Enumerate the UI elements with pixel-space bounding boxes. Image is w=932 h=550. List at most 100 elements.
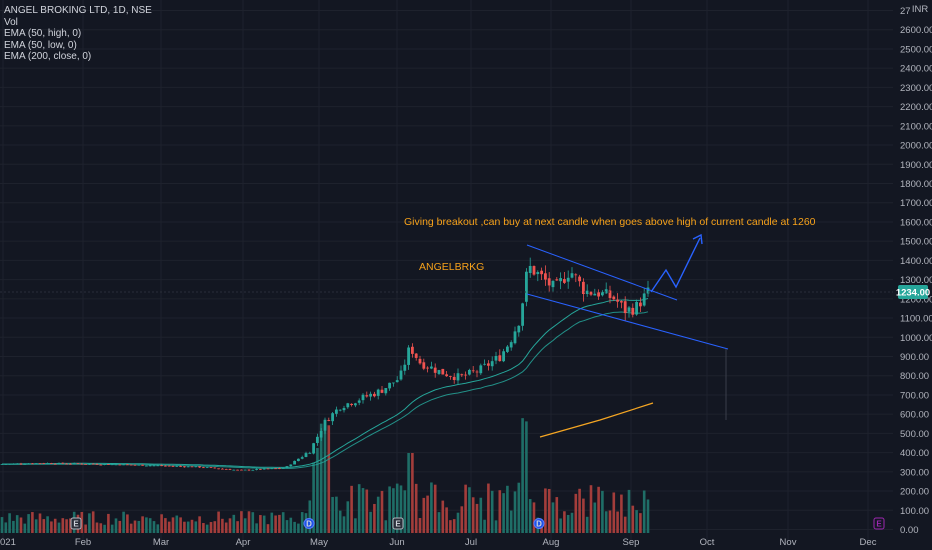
candle-body [627,307,631,312]
candle-body [69,463,72,465]
candle-body [373,393,376,397]
indicator-vol[interactable]: Vol [4,16,18,28]
candle-body [57,462,61,465]
candle [126,464,129,466]
candle [604,282,608,294]
volume-bar [441,500,445,533]
earnings-marker[interactable]: E [70,517,82,530]
volume-bar [357,484,361,533]
annotation-ticker[interactable]: ANGELBRKG [419,261,484,273]
candle-body [456,373,460,381]
candle-body [578,276,581,282]
chart-grid [0,0,893,540]
indicator-ema-50-low[interactable]: EMA (50, low, 0) [4,39,77,51]
candle [171,465,175,467]
dividend-marker[interactable]: D [303,518,315,529]
volume-bar [350,485,353,533]
indicator-ema-200[interactable]: EMA (200, close, 0) [4,51,92,62]
candle-body [639,302,642,307]
volume-bar [616,511,619,533]
candle [118,464,122,466]
dividend-marker[interactable]: D [533,518,545,529]
candle [426,366,429,373]
candle [414,353,418,361]
volume-bar [414,483,418,533]
candle [566,270,570,289]
candle-body [202,467,205,469]
candle-body [46,463,49,464]
volume-bar [91,511,95,533]
volume-bar [585,516,589,533]
volume-bar [475,503,479,533]
candle-body [513,331,517,344]
volume-bar [601,490,604,533]
candle-body [388,382,391,389]
candle-body [570,273,574,278]
candle-body [65,463,68,465]
volume-bar [639,513,642,533]
volume-bar [509,510,513,533]
volume-bar [323,424,327,533]
price-tick-label: 0.00 [900,525,919,536]
earnings-marker[interactable]: E [392,517,404,530]
volume-bar [555,497,559,533]
event-label: D [536,520,542,529]
price-tick-label: 1600.00 [900,217,932,228]
volume-bar [247,511,251,533]
candle-body [399,370,403,380]
volume-bar [217,511,220,533]
current-price-box [898,285,928,299]
volume-bar [521,418,524,533]
volume-bar [494,520,498,533]
candle [323,417,327,435]
candle-body [357,400,361,403]
chart-title[interactable]: ANGEL BROKING LTD, 1D, NSE [4,5,152,16]
volume-bar [141,516,144,533]
currency-label: INR [912,4,929,15]
candle [319,428,323,442]
volume-bar [388,486,391,533]
candle-body [395,380,399,383]
candle-body [422,362,426,369]
candle-body [380,389,384,393]
volume-bar [604,511,608,533]
candle [148,465,152,467]
candle-body [551,280,555,288]
indicator-ema-50-high[interactable]: EMA (50, high, 0) [4,28,82,39]
candle [103,463,106,466]
candle [601,290,604,297]
volume-bar [259,515,262,533]
candle [365,391,369,398]
candle-body [312,443,315,454]
candle-body [403,364,407,371]
candle-body [536,272,540,275]
candle [38,463,42,465]
candle [642,287,646,307]
candle [27,463,30,465]
earnings-marker[interactable]: E [873,517,885,530]
volume-bar [566,514,570,533]
volume-bar [620,494,623,533]
volume-bar [365,489,369,533]
volume-bar [232,514,236,533]
time-tick-label: May [310,537,328,548]
candle [259,468,262,471]
candle [270,467,274,470]
candle-body [319,431,323,438]
candle-body [80,463,84,465]
candle-body [15,463,19,465]
candle [418,355,422,365]
candle [114,464,118,466]
candle [293,460,296,465]
volume-bar [422,497,426,533]
annotation-note[interactable]: Giving breakout ,can buy at next candle … [404,216,816,228]
candle-body [228,469,232,471]
candle-body [171,466,175,467]
candle [422,358,426,371]
volume-bar [369,511,372,533]
candle [19,462,23,465]
volume-bar [160,514,163,533]
candle-body [262,468,266,470]
candle-body [338,409,342,411]
